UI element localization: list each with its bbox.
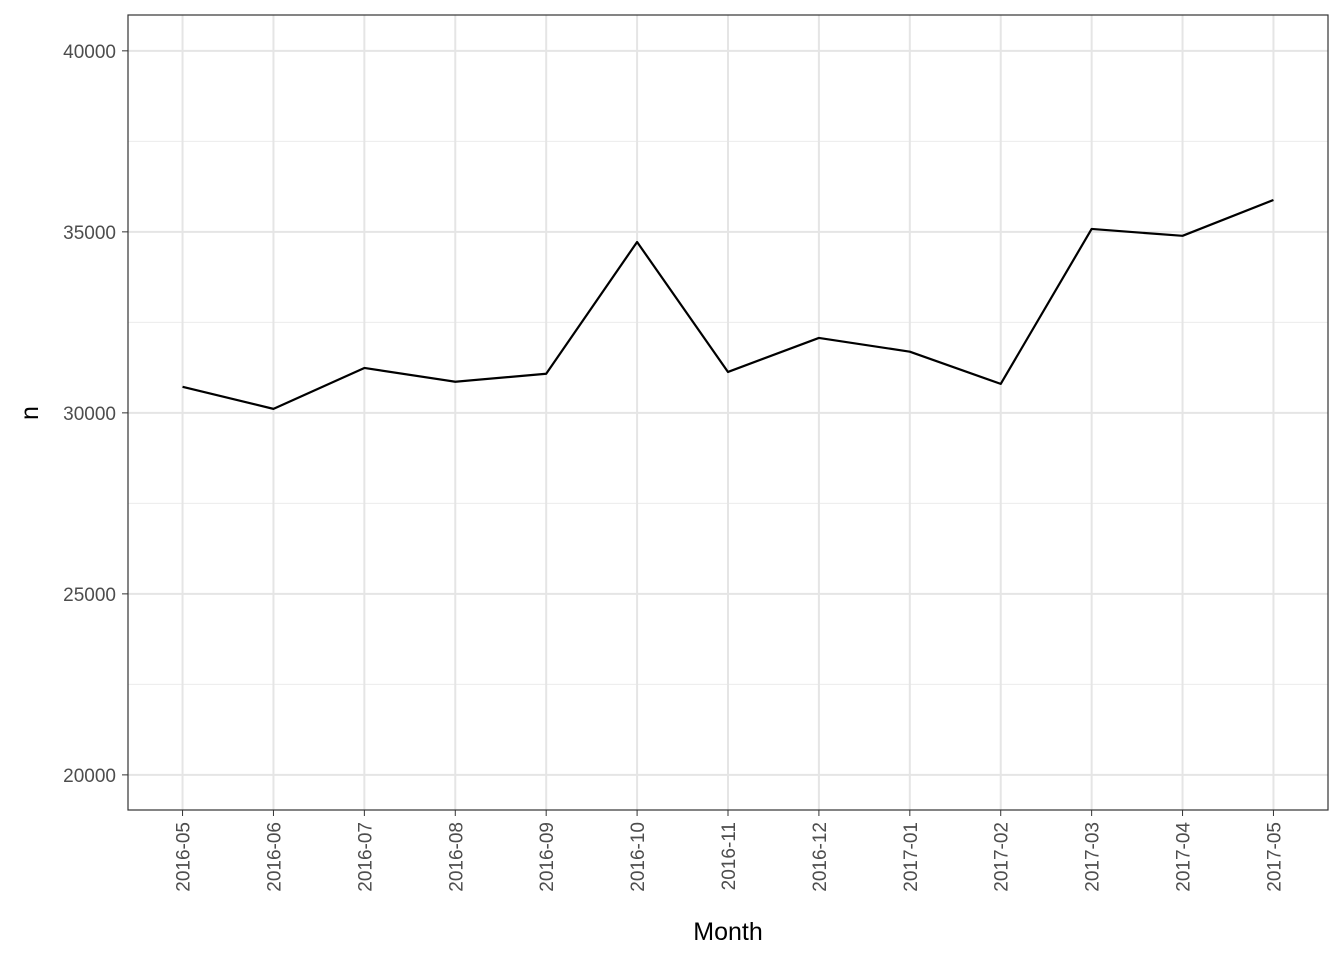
y-tick-label: 35000	[63, 223, 116, 244]
y-tick-label: 20000	[63, 766, 116, 787]
x-tick-label: 2016-11	[719, 822, 740, 890]
x-tick-label: 2017-04	[1174, 822, 1195, 892]
y-tick-label: 30000	[63, 404, 116, 425]
x-tick-label: 2016-12	[810, 822, 831, 892]
x-tick-label: 2017-02	[992, 822, 1013, 892]
y-tick-label: 25000	[63, 585, 116, 606]
line	[182, 198, 1274, 410]
x-tick-label: 2017-05	[1264, 822, 1285, 892]
x-tick-label: 2016-10	[628, 822, 649, 892]
x-tick-label: 2016-08	[446, 822, 467, 892]
x-axis-title: Month	[693, 918, 762, 946]
x-tick-label: 2016-05	[174, 822, 195, 892]
x-tick-label: 2016-07	[355, 822, 376, 892]
x-tick-label: 2016-06	[264, 822, 285, 892]
y-tick-label: 40000	[63, 42, 116, 63]
y-axis-title: n	[16, 406, 44, 420]
x-tick-label: 2016-09	[537, 822, 558, 892]
panel-border	[127, 14, 1329, 811]
x-tick-label: 2017-01	[901, 822, 922, 892]
x-tick-label: 2017-03	[1083, 822, 1104, 892]
